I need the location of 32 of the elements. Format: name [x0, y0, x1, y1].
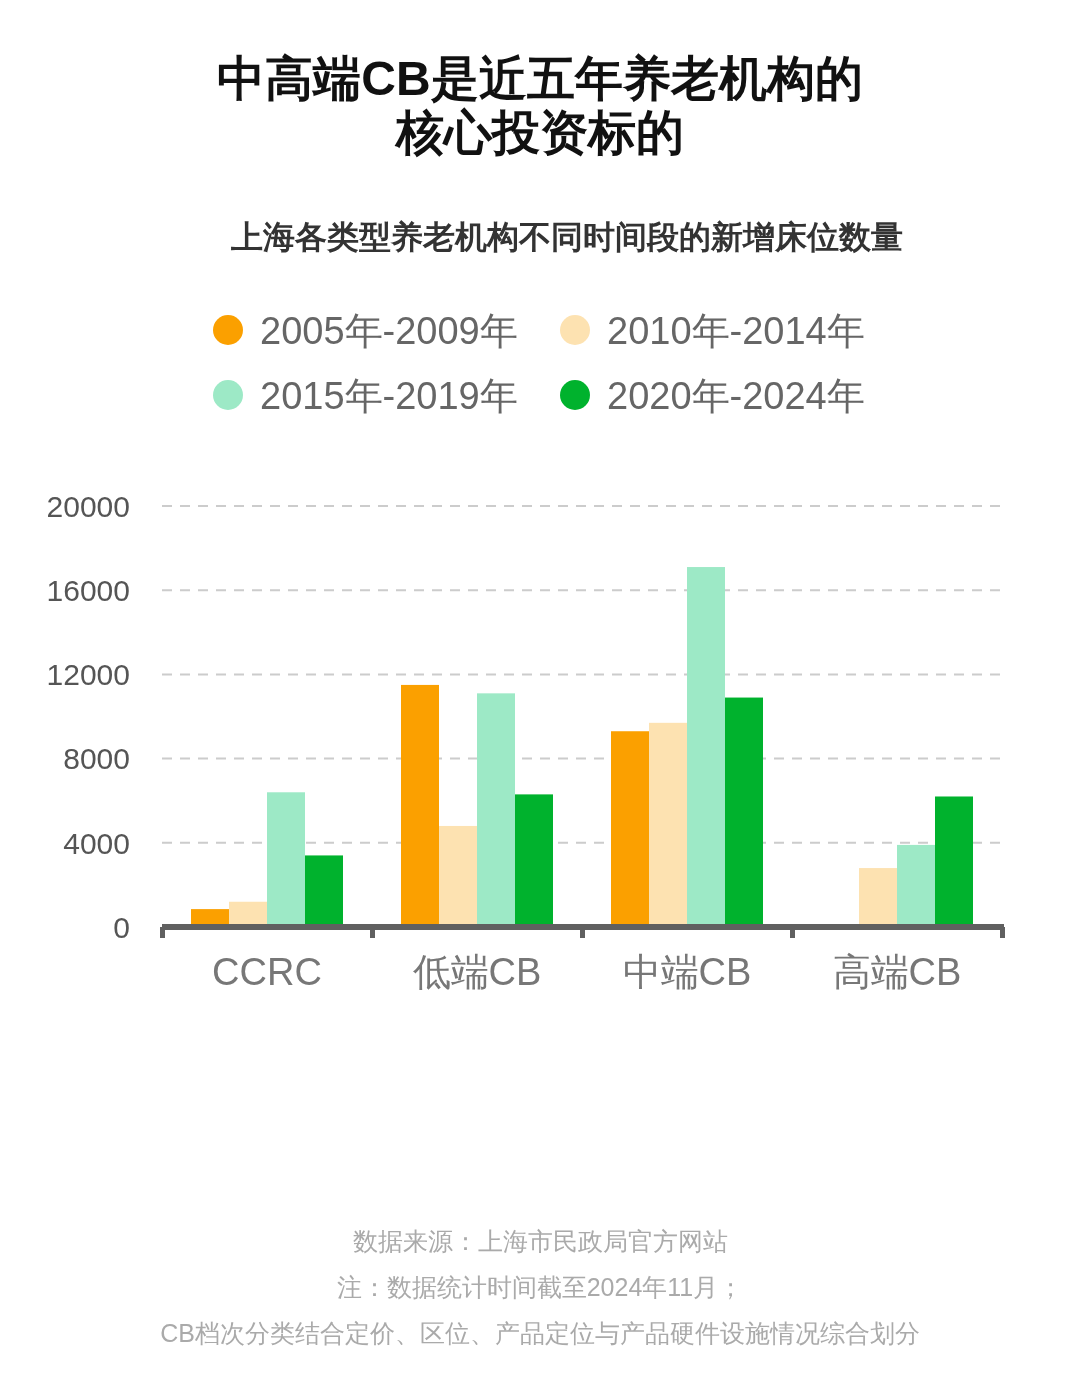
- legend-label: 2005年-2009年: [260, 310, 518, 352]
- bar: [515, 794, 553, 927]
- bar: [439, 825, 477, 927]
- legend-label: 2015年-2019年: [260, 375, 518, 417]
- bar: [935, 796, 973, 927]
- bar: [477, 693, 515, 927]
- legend-label: 2020年-2024年: [607, 375, 865, 417]
- bar: [859, 868, 897, 927]
- bar: [687, 567, 725, 927]
- bar: [305, 855, 343, 927]
- bar: [897, 844, 935, 927]
- x-tick-label: 高端CB: [832, 951, 962, 993]
- x-tick-label: 中端CB: [622, 951, 752, 993]
- bar: [401, 684, 439, 927]
- y-tick-label: 0: [113, 910, 130, 944]
- y-tick-label: 20000: [46, 489, 130, 523]
- chart-title: 中高端CB是近五年养老机构的核心投资标的: [217, 52, 863, 159]
- y-tick-label: 12000: [46, 658, 130, 692]
- bar: [725, 697, 763, 927]
- x-tick-label: 低端CB: [412, 951, 542, 993]
- source-note: 数据来源：上海市民政局官方网站: [352, 1227, 728, 1255]
- y-tick-label: 8000: [63, 742, 130, 776]
- legend-label: 2010年-2014年: [607, 310, 865, 352]
- text: CB档次分类结合定价、区位、产品定位与产品硬件设施情况综合划分: [160, 1319, 920, 1347]
- chart-subtitle: 上海各类型养老机构不同时间段的新增床位数量: [230, 219, 903, 255]
- bar: [267, 792, 305, 927]
- y-tick-label: 4000: [63, 826, 130, 860]
- bar: [649, 722, 687, 927]
- text: 注：数据统计时间截至2024年11月；: [336, 1273, 744, 1301]
- y-tick-label: 16000: [46, 574, 130, 607]
- x-tick-label: CCRC: [212, 951, 322, 993]
- bar: [611, 731, 649, 927]
